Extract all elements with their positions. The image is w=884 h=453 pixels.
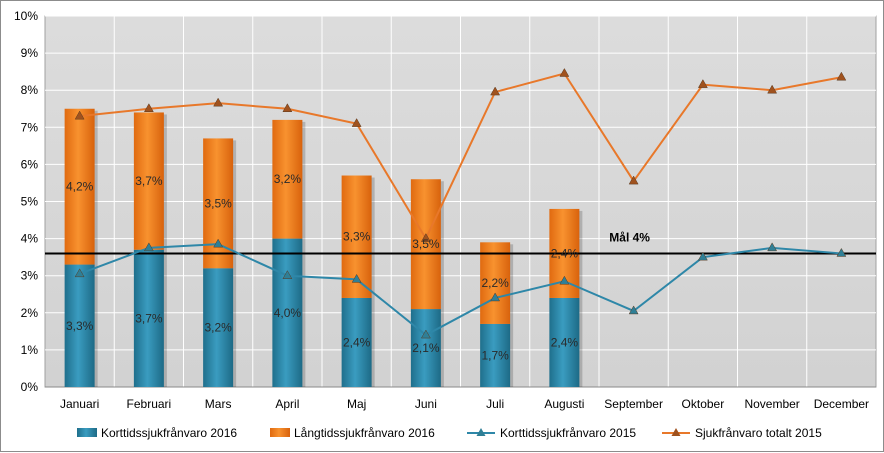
marker-total-2015 <box>490 86 501 96</box>
y-tick-label: 5% <box>21 195 39 209</box>
data-label-korttid-2016: 3,7% <box>135 311 163 325</box>
y-tick-label: 3% <box>21 269 39 283</box>
x-tick-label: Januari <box>60 397 99 411</box>
y-tick-label: 4% <box>21 232 39 246</box>
data-label-korttid-2016: 2,4% <box>551 335 579 349</box>
marker-total-2015 <box>628 175 639 185</box>
marker-total-2015 <box>559 67 570 77</box>
marker-total-2015 <box>767 84 778 94</box>
y-tick-label: 0% <box>21 380 39 394</box>
legend-label: Långtidssjukfrånvaro 2016 <box>294 426 435 440</box>
bar-korttid-2016 <box>133 249 164 387</box>
legend-label: Sjukfrånvaro totalt 2015 <box>695 426 822 440</box>
data-label-langtid-2016: 3,5% <box>204 196 232 210</box>
data-label-langtid-2016: 2,2% <box>481 276 509 290</box>
x-tick-label: Maj <box>347 397 366 411</box>
x-tick-label: September <box>604 397 663 411</box>
x-tick-label: Juli <box>486 397 504 411</box>
marker-total-2015 <box>282 103 293 112</box>
marker-korttid-2015 <box>490 292 501 302</box>
legend-swatch <box>270 428 290 437</box>
legend-marker <box>476 428 486 436</box>
x-tick-label: Juni <box>415 397 437 411</box>
marker-total-2015 <box>74 110 85 120</box>
x-tick-label: Augusti <box>544 397 584 411</box>
legend-label: Korttidssjukfrånvaro 2016 <box>101 426 237 440</box>
data-label-langtid-2016: 2,4% <box>551 246 579 260</box>
y-tick-label: 10% <box>14 9 38 23</box>
x-tick-label: Mars <box>205 397 232 411</box>
marker-korttid-2015 <box>559 275 570 285</box>
data-label-langtid-2016: 3,3% <box>343 230 371 244</box>
data-label-langtid-2016: 3,7% <box>135 174 163 188</box>
marker-korttid-2015 <box>697 251 708 261</box>
data-label-langtid-2016: 3,2% <box>274 172 302 186</box>
x-tick-label: Februari <box>127 397 172 411</box>
legend-marker <box>671 428 681 436</box>
marker-total-2015 <box>836 71 847 81</box>
marker-total-2015 <box>697 79 708 88</box>
marker-total-2015 <box>351 118 362 127</box>
marker-total-2015 <box>420 233 431 242</box>
y-tick-label: 6% <box>21 157 39 171</box>
data-label-korttid-2016: 3,3% <box>66 319 94 333</box>
x-tick-label: Oktober <box>682 397 725 411</box>
marker-korttid-2015 <box>767 242 778 252</box>
data-label-korttid-2016: 2,1% <box>412 341 440 355</box>
y-tick-label: 2% <box>21 306 39 320</box>
y-tick-label: 8% <box>21 83 39 97</box>
marker-korttid-2015 <box>628 305 639 315</box>
bar-langtid-2016 <box>480 242 511 324</box>
bar-korttid-2016 <box>410 309 441 387</box>
bar-korttid-2016 <box>480 323 511 387</box>
marker-korttid-2015 <box>74 268 85 278</box>
bar-langtid-2016 <box>133 112 164 250</box>
marker-korttid-2015 <box>420 329 431 339</box>
target-label: Mål 4% <box>609 230 650 244</box>
legend-label: Korttidssjukfrånvaro 2015 <box>500 426 636 440</box>
x-tick-label: April <box>275 397 299 411</box>
line-korttid-2015 <box>79 243 842 337</box>
marker-korttid-2015 <box>351 273 362 283</box>
x-tick-label: December <box>814 397 869 411</box>
data-label-korttid-2016: 2,4% <box>343 335 371 349</box>
bar-langtid-2016 <box>64 108 95 265</box>
bar-langtid-2016 <box>272 119 303 239</box>
bar-langtid-2016 <box>410 179 441 310</box>
x-tick-label: November <box>744 397 799 411</box>
data-label-langtid-2016: 3,5% <box>412 237 440 251</box>
data-label-langtid-2016: 4,2% <box>66 180 94 194</box>
line-total-2015 <box>79 72 842 241</box>
data-label-korttid-2016: 1,7% <box>481 348 509 362</box>
data-label-korttid-2016: 4,0% <box>274 306 302 320</box>
bar-korttid-2016 <box>549 297 580 387</box>
marker-korttid-2015 <box>143 242 154 252</box>
marker-total-2015 <box>213 97 224 107</box>
bar-korttid-2016 <box>272 238 303 387</box>
y-tick-label: 9% <box>21 46 39 60</box>
marker-total-2015 <box>143 103 154 112</box>
y-tick-label: 1% <box>21 343 39 357</box>
data-label-korttid-2016: 3,2% <box>204 321 232 335</box>
marker-korttid-2015 <box>282 270 293 279</box>
bar-korttid-2016 <box>203 268 234 387</box>
y-tick-label: 7% <box>21 120 39 134</box>
marker-korttid-2015 <box>213 238 224 248</box>
bar-korttid-2016 <box>341 297 372 387</box>
legend-swatch <box>77 428 97 437</box>
marker-korttid-2015 <box>836 247 847 257</box>
bar-korttid-2016 <box>64 264 95 387</box>
